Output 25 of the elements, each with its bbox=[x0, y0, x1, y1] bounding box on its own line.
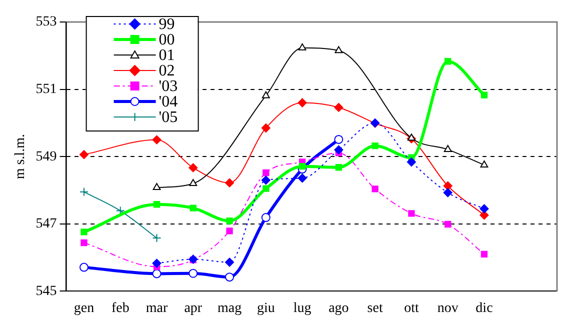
x-tick-label: nov bbox=[437, 300, 458, 316]
x-tick-label: feb bbox=[111, 300, 130, 316]
y-tick-label: 553 bbox=[36, 14, 57, 30]
legend-label: 00 bbox=[158, 32, 175, 49]
x-tick-label: set bbox=[367, 300, 383, 316]
legend-label: '03 bbox=[158, 78, 178, 96]
x-tick-label: lug bbox=[293, 300, 312, 316]
x-tick-label: mag bbox=[217, 300, 242, 316]
y-tick-label: 545 bbox=[36, 284, 57, 299]
y-tick-label: 549 bbox=[36, 149, 57, 164]
legend-label: 02 bbox=[158, 62, 175, 80]
x-tick-label: giu bbox=[256, 300, 275, 316]
legend-label: '04 bbox=[158, 94, 178, 111]
x-tick-label: ott bbox=[404, 300, 419, 316]
x-tick-label: gen bbox=[74, 300, 94, 316]
x-tick-label: ago bbox=[328, 300, 349, 316]
y-tick-label: 547 bbox=[36, 216, 57, 232]
legend-label: 01 bbox=[158, 47, 175, 64]
legend-label: '05 bbox=[158, 109, 178, 126]
legend-label: 99 bbox=[158, 16, 175, 34]
x-tick-label: mar bbox=[146, 300, 168, 316]
x-tick-label: apr bbox=[184, 300, 202, 316]
x-tick-label: dic bbox=[476, 300, 493, 316]
y-axis-title: m s.l.m. bbox=[13, 134, 28, 180]
y-tick-label: 551 bbox=[36, 82, 57, 97]
